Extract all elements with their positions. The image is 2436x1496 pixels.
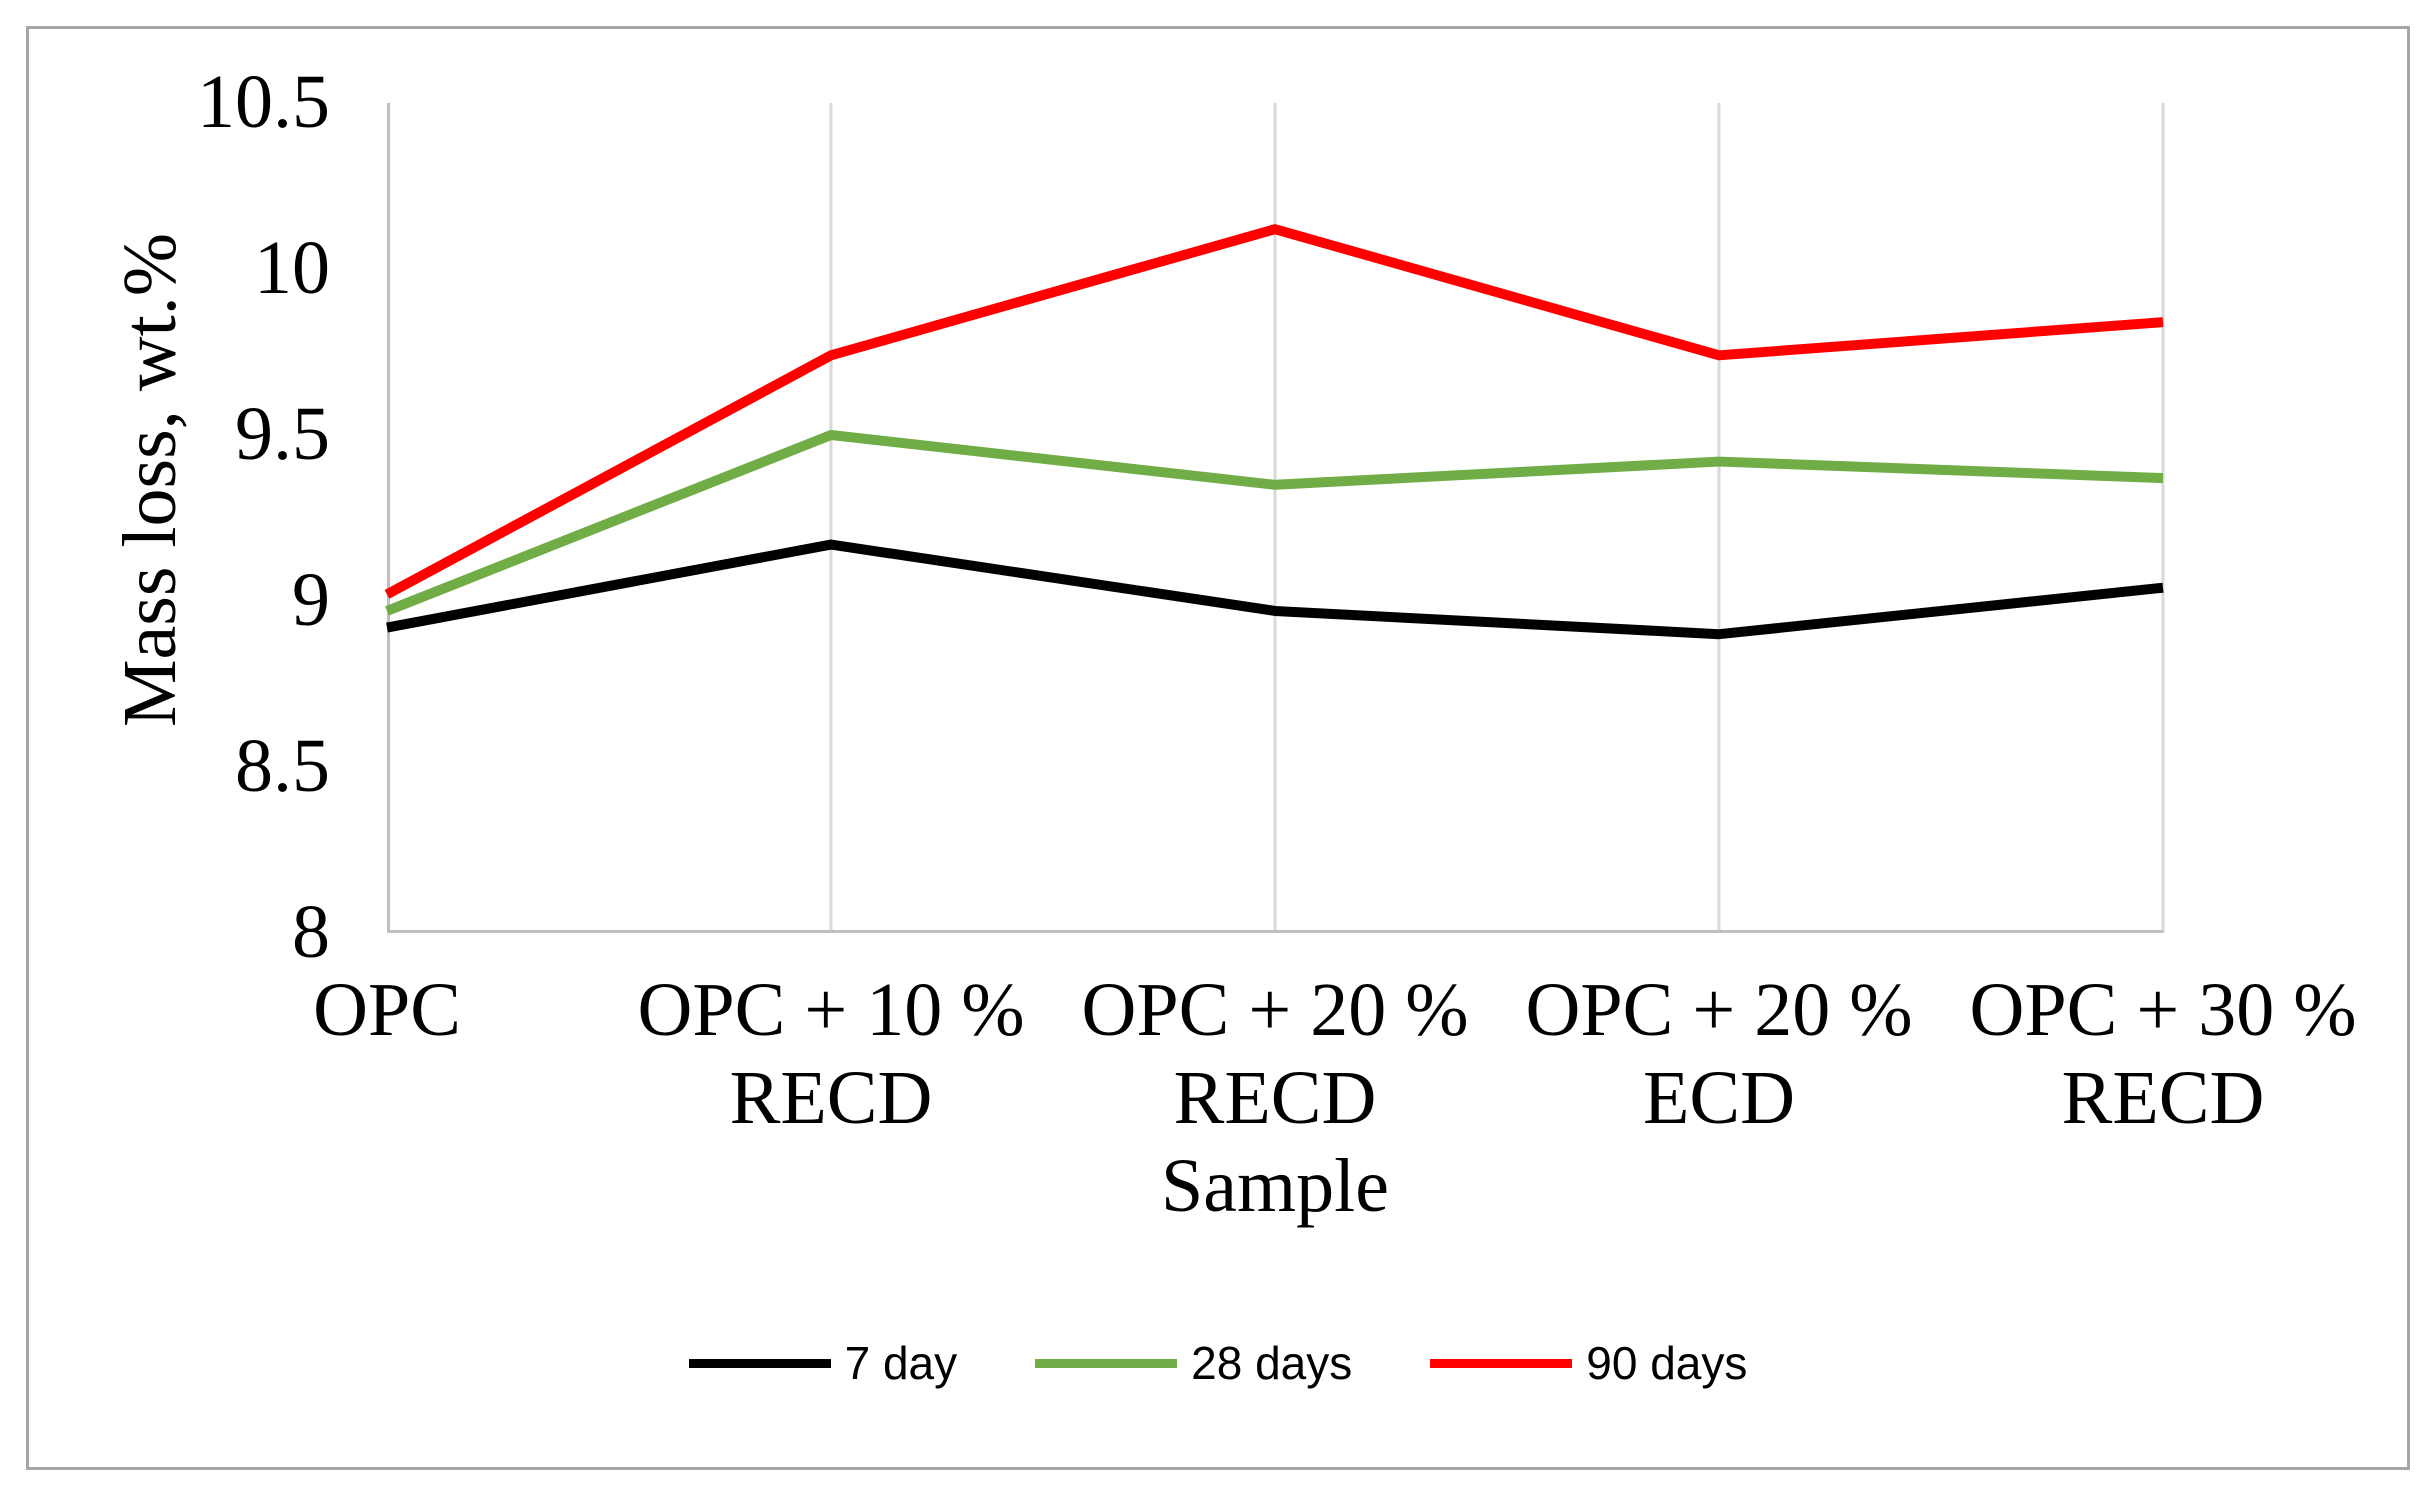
legend-label: 90 days xyxy=(1586,1337,1748,1389)
y-tick-label: 8.5 xyxy=(235,724,330,808)
legend-line-swatch-28-days xyxy=(1035,1358,1178,1368)
y-tick-label: 9 xyxy=(292,558,330,642)
y-tick-label: 10 xyxy=(254,226,330,310)
y-axis-ticks: 10.5 10 9.5 9 8.5 8 xyxy=(50,0,330,1496)
legend-label: 7 day xyxy=(844,1337,958,1389)
series-line-90-days xyxy=(384,224,2164,599)
figure-border xyxy=(26,26,2410,1470)
series-line-7-day xyxy=(386,539,2164,640)
series-line-28-days xyxy=(385,430,2164,616)
y-tick-label: 8 xyxy=(292,890,330,974)
legend-item: 28 days xyxy=(1035,1319,1352,1407)
legend-label: 28 days xyxy=(1191,1337,1353,1389)
legend: 7 day 28 days 90 days xyxy=(0,1319,2436,1407)
legend-line-swatch-7-day xyxy=(688,1358,831,1368)
y-tick-label: 10.5 xyxy=(197,60,330,144)
y-tick-label: 9.5 xyxy=(235,392,330,476)
plot-svg xyxy=(384,103,2165,933)
legend-item: 90 days xyxy=(1430,1319,1747,1407)
legend-item: 7 day xyxy=(688,1319,958,1407)
legend-line-swatch-90-days xyxy=(1430,1358,1573,1368)
x-axis-title: Sample xyxy=(1161,1144,1389,1228)
